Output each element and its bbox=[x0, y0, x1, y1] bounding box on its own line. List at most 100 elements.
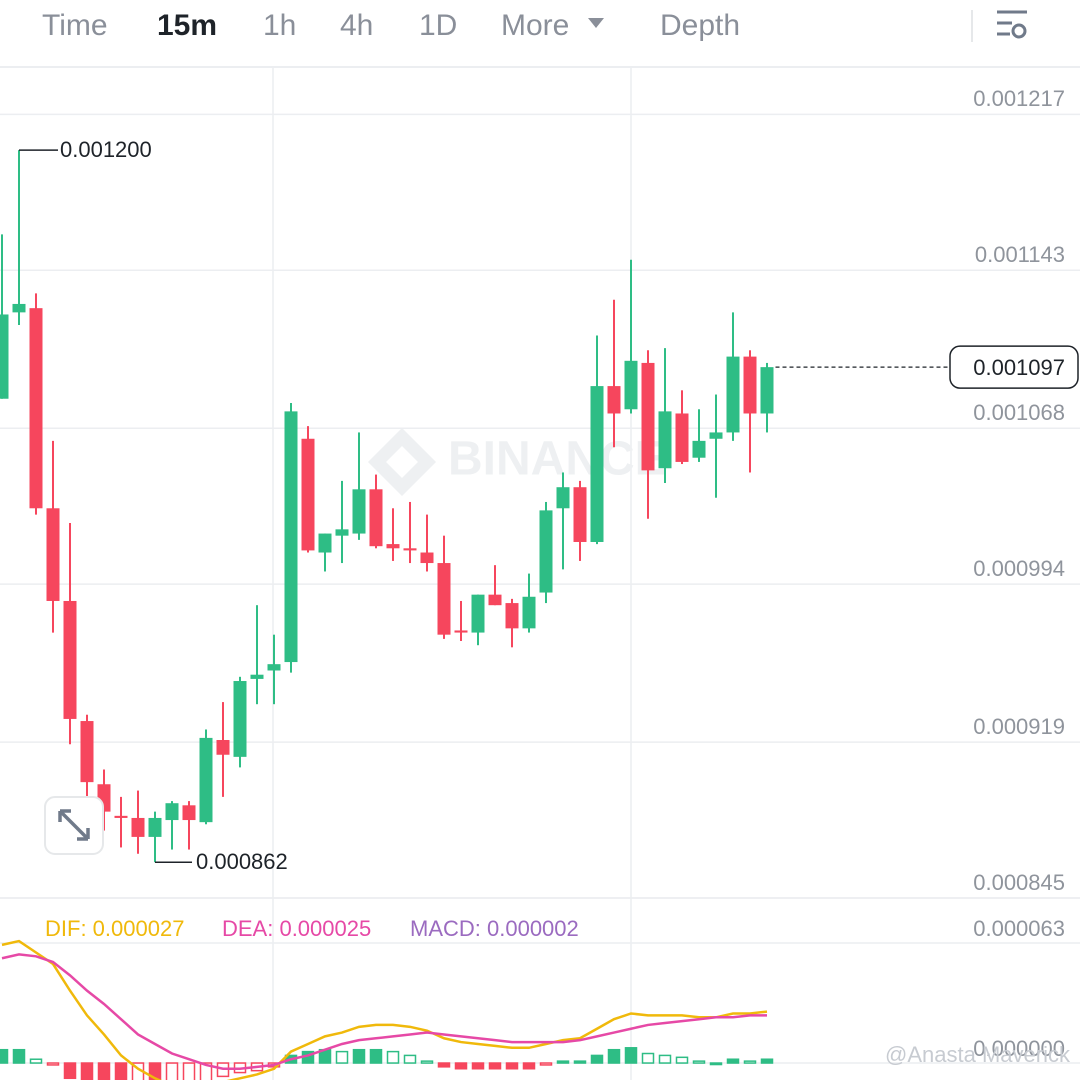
tab[interactable]: Depth bbox=[660, 9, 740, 42]
price-panel: 0.001200 0.000862 bbox=[0, 113, 1080, 899]
y-tick-label: 0.001143 bbox=[975, 242, 1065, 267]
tab[interactable]: More bbox=[501, 9, 569, 42]
max-label: 0.001200 bbox=[60, 137, 152, 162]
candle-body bbox=[709, 432, 723, 439]
macd-panel bbox=[0, 939, 1080, 1080]
indicator-line bbox=[1, 939, 768, 1080]
candle-body bbox=[352, 489, 366, 534]
macd-bar bbox=[471, 1062, 485, 1070]
macd-bar bbox=[539, 1062, 553, 1066]
candle-body bbox=[216, 740, 230, 755]
tab[interactable]: Time bbox=[42, 9, 108, 42]
watermark-logo bbox=[368, 428, 436, 496]
candle-body bbox=[505, 603, 519, 629]
candle-body bbox=[539, 510, 553, 593]
macd-bar bbox=[386, 1050, 400, 1064]
macd-bar bbox=[420, 1060, 434, 1064]
candle-body bbox=[658, 411, 672, 469]
macd-bar bbox=[182, 1062, 196, 1080]
tab[interactable]: 1h bbox=[263, 9, 296, 42]
candle-body bbox=[114, 815, 128, 818]
macd-bar bbox=[46, 1062, 60, 1066]
credit-watermark: @Anasta Maverick bbox=[885, 1042, 1071, 1067]
macd-bar bbox=[522, 1062, 536, 1070]
macd-bar bbox=[335, 1050, 349, 1064]
candle-body bbox=[454, 630, 468, 633]
macd-bar bbox=[131, 1062, 145, 1080]
indicator-legend: DEA: 0.000025 bbox=[222, 916, 371, 941]
y-tick-label: 0.000000 bbox=[973, 1036, 1065, 1061]
y-tick-label: 0.000063 bbox=[973, 916, 1065, 941]
candle-body bbox=[624, 360, 638, 410]
macd-bar bbox=[148, 1062, 162, 1080]
indicator-line bbox=[1, 953, 767, 1071]
macd-bar bbox=[726, 1058, 740, 1064]
macd-bar bbox=[505, 1062, 519, 1070]
macd-bar bbox=[573, 1060, 587, 1064]
tab[interactable]: 1D bbox=[419, 9, 457, 42]
macd-bar bbox=[437, 1062, 451, 1068]
candle-body bbox=[403, 548, 417, 551]
tab[interactable]: 15m bbox=[157, 9, 217, 42]
candle-body bbox=[437, 563, 451, 635]
macd-bar bbox=[743, 1060, 757, 1064]
candle-body bbox=[726, 356, 740, 433]
candle-body bbox=[318, 533, 332, 553]
candle-body bbox=[471, 594, 485, 633]
macd-bar bbox=[590, 1054, 604, 1064]
min-label: 0.000862 bbox=[196, 849, 288, 874]
candle-body bbox=[199, 737, 213, 823]
candle-body bbox=[488, 594, 502, 606]
watermark: BINANCE bbox=[448, 433, 667, 486]
overlay: 0.001217 0.001143 0.001068 0.000994 0.000919… bbox=[45, 86, 1079, 1061]
tab-bar: Time 15m 1h 4h 1D More Depth bbox=[42, 9, 740, 42]
expand-button[interactable] bbox=[44, 796, 104, 855]
macd-bar bbox=[658, 1054, 672, 1064]
candle-body bbox=[0, 314, 9, 399]
macd-bar bbox=[352, 1048, 366, 1064]
candle-body bbox=[522, 596, 536, 629]
candle-body bbox=[369, 489, 383, 547]
candle-body bbox=[131, 817, 145, 837]
macd-bar bbox=[199, 1062, 213, 1080]
y-tick-label: 0.000845 bbox=[973, 870, 1065, 895]
macd-bar bbox=[556, 1060, 570, 1064]
y-tick-label: 0.000994 bbox=[973, 556, 1065, 581]
candle-body bbox=[556, 487, 570, 509]
settings-icon[interactable] bbox=[997, 10, 1027, 39]
macd-bar bbox=[454, 1062, 468, 1070]
tab[interactable]: 4h bbox=[340, 9, 373, 42]
last-price-box bbox=[949, 345, 1079, 389]
macd-bar bbox=[12, 1048, 26, 1064]
indicator-legend: DIF: 0.000027 bbox=[45, 916, 184, 941]
candle-body bbox=[80, 721, 94, 783]
macd-bar bbox=[369, 1048, 383, 1064]
candle-body bbox=[573, 487, 587, 542]
candle-body bbox=[590, 386, 604, 542]
candle-body bbox=[641, 362, 655, 471]
candle-body bbox=[386, 544, 400, 549]
candle-body bbox=[760, 367, 774, 414]
macd-bar bbox=[97, 1062, 111, 1080]
last-price-label: 0.001097 bbox=[973, 355, 1065, 380]
candle-body bbox=[63, 600, 77, 719]
candle-body bbox=[46, 508, 60, 601]
macd-bar bbox=[114, 1062, 128, 1080]
macd-bar bbox=[29, 1058, 43, 1064]
candle-body bbox=[250, 674, 264, 679]
macd-bar bbox=[0, 1048, 9, 1064]
macd-bar bbox=[63, 1062, 77, 1080]
y-tick-label: 0.001068 bbox=[973, 400, 1065, 425]
candle-body bbox=[165, 803, 179, 821]
candle-body bbox=[12, 303, 26, 313]
macd-bar bbox=[760, 1058, 774, 1064]
macd-bar bbox=[692, 1060, 706, 1064]
candle-body bbox=[301, 438, 315, 551]
dropdown-arrow[interactable] bbox=[588, 18, 604, 28]
candle-body bbox=[420, 552, 434, 564]
candle-body bbox=[267, 664, 281, 671]
macd-bar bbox=[675, 1056, 689, 1064]
macd-bar bbox=[624, 1047, 638, 1064]
candle-body bbox=[607, 386, 621, 414]
